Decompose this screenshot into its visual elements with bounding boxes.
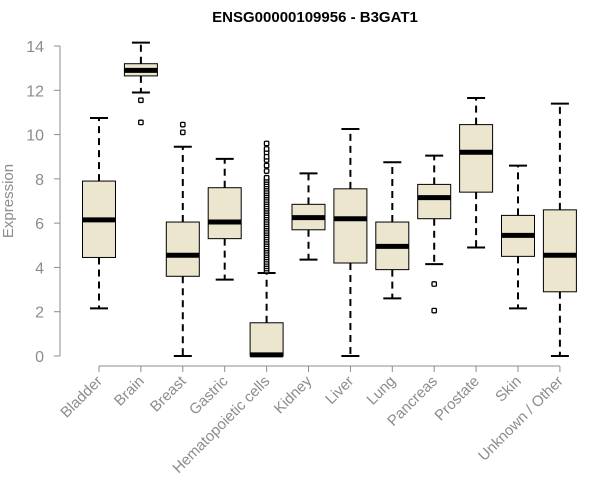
y-tick-label: 4: [35, 260, 44, 277]
y-axis: 0 2 4 6 8 10 12 14: [26, 39, 61, 366]
box-series: [82, 41, 577, 358]
outlier-point: [179, 121, 186, 128]
outlier-point: [179, 129, 186, 136]
box-brain: [123, 41, 158, 126]
x-tick-label: Kidney: [271, 372, 316, 417]
box-prostate: [459, 97, 494, 249]
box-skin: [501, 164, 535, 310]
x-tick-label: Liver: [322, 373, 357, 408]
x-tick-label: Prostate: [431, 373, 483, 425]
x-tick-label: Brain: [111, 373, 148, 410]
iqr-box: [459, 124, 494, 193]
y-tick-label: 14: [26, 39, 44, 56]
box-bladder: [82, 116, 116, 310]
box-gastric: [207, 157, 242, 281]
y-tick-label: 8: [35, 172, 44, 189]
box-breast: [165, 121, 200, 357]
outlier-point: [263, 146, 270, 152]
outlier-point: [431, 307, 438, 314]
chart-title: ENSG00000109956 - B3GAT1: [212, 9, 418, 26]
y-tick-label: 10: [26, 128, 44, 145]
iqr-box: [207, 187, 242, 240]
x-tick-label: Lung: [364, 373, 400, 409]
box-unknown-other: [542, 102, 577, 357]
box-liver: [333, 128, 368, 357]
x-tick-label: Skin: [492, 373, 525, 406]
outlier-point: [431, 281, 438, 287]
iqr-box: [165, 221, 200, 277]
iqr-box: [542, 209, 577, 293]
iqr-box: [249, 322, 284, 357]
outlier-point: [263, 174, 270, 181]
box-kidney: [291, 172, 326, 261]
x-tick-label: Breast: [147, 372, 190, 415]
outlier-point: [263, 168, 270, 174]
y-tick-label: 6: [35, 216, 44, 233]
y-axis-label: Expression: [0, 164, 17, 238]
x-tick-label: Bladder: [57, 373, 106, 422]
iqr-box: [333, 188, 368, 264]
outlier-point: [263, 153, 270, 160]
y-tick-label: 2: [35, 305, 44, 322]
y-tick-label: 0: [35, 349, 44, 366]
outlier-point: [138, 119, 144, 126]
box-hematopoietic-cells: [249, 140, 284, 358]
outlier-point: [138, 97, 144, 104]
y-tick-label: 12: [26, 83, 44, 100]
box-lung: [375, 161, 410, 300]
box-pancreas: [417, 154, 452, 314]
outlier-point: [263, 162, 270, 169]
outlier-point: [263, 140, 270, 147]
iqr-box: [417, 183, 452, 220]
